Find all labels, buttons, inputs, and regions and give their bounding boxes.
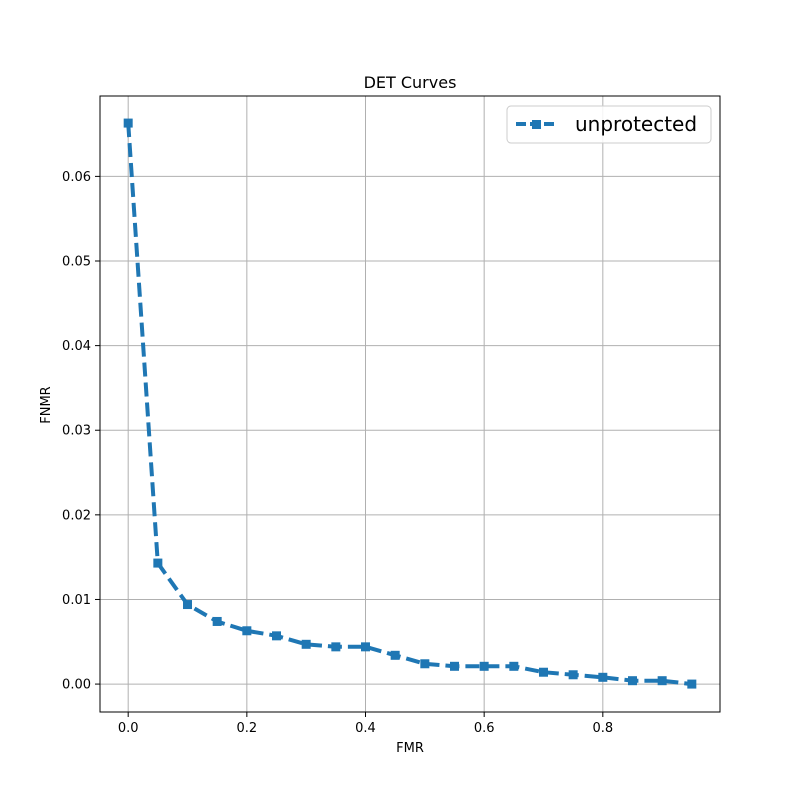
legend: unprotected [506, 105, 712, 144]
data-point [242, 626, 252, 636]
data-point [390, 650, 400, 660]
data-point [361, 642, 371, 652]
plot-frame [99, 95, 721, 713]
data-point [449, 661, 459, 671]
data-point [183, 600, 193, 610]
y-tick-label: 0.02 [62, 508, 91, 523]
data-point [598, 672, 608, 682]
x-tick-label: 0.6 [474, 721, 495, 736]
data-point [420, 659, 430, 669]
data-point [212, 616, 222, 626]
data-point [538, 667, 548, 677]
x-axis-label: FMR [396, 741, 424, 756]
data-point [479, 661, 489, 671]
y-tick-label: 0.01 [62, 593, 91, 608]
data-point [687, 679, 697, 689]
data-point [272, 631, 282, 641]
y-tick-label: 0.04 [62, 339, 91, 354]
tick-layer: 0.0 0.2 0.4 0.6 0.8 0.00 0.01 0.02 0.03 0.04 0.05 0… [62, 170, 613, 736]
x-tick-label: 0.8 [592, 721, 613, 736]
legend-entry-label: unprotected [575, 112, 697, 136]
y-axis-label: FNMR [39, 386, 54, 423]
data-point [301, 639, 311, 649]
y-tick-label: 0.06 [62, 170, 91, 185]
legend-box [506, 105, 712, 144]
data-point [657, 676, 667, 686]
data-point [568, 670, 578, 680]
x-tick-label: 0.2 [236, 721, 257, 736]
data-point [123, 118, 133, 128]
chart-title: DET Curves [364, 73, 457, 92]
series-line-unprotected [126, 122, 693, 687]
x-tick-label: 0.4 [355, 721, 376, 736]
legend-marker-sample [532, 120, 541, 129]
data-point [509, 661, 519, 671]
grid-lines [100, 96, 720, 712]
data-point [153, 558, 163, 568]
data-point [627, 676, 637, 686]
y-tick-label: 0.00 [62, 678, 91, 693]
data-point [331, 642, 341, 652]
x-tick-label: 0.0 [118, 721, 139, 736]
y-tick-label: 0.03 [62, 424, 91, 439]
series-layer [123, 118, 697, 689]
y-tick-label: 0.05 [62, 255, 91, 270]
